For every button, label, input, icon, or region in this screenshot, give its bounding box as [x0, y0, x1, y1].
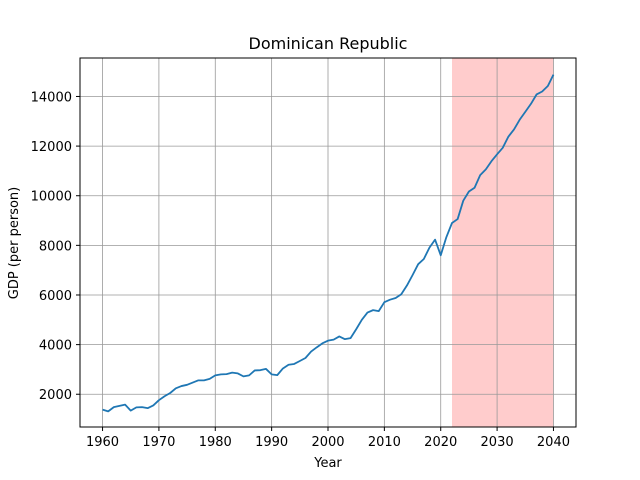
x-axis-label: Year [313, 456, 342, 471]
x-tick-label: 1960 [86, 435, 119, 450]
chart-title: Dominican Republic [249, 34, 408, 53]
x-tick-label: 1990 [255, 435, 288, 450]
x-axis-ticks: 1960 1970 1980 1990 2000 2010 2020 2030 2040 [86, 427, 570, 450]
y-tick-label: 6000 [39, 289, 72, 304]
y-tick-label: 14000 [31, 90, 72, 105]
x-tick-label: 2000 [311, 435, 344, 450]
x-tick-label: 1980 [199, 435, 232, 450]
y-tick-label: 8000 [39, 239, 72, 254]
grid [80, 58, 576, 427]
y-axis-ticks: 2000 4000 6000 8000 10000 12000 14000 [31, 90, 80, 403]
x-tick-label: 1970 [142, 435, 175, 450]
y-tick-label: 4000 [39, 339, 72, 354]
y-axis-label: GDP (per person) [7, 187, 22, 300]
x-tick-label: 2040 [537, 435, 570, 450]
y-tick-label: 2000 [39, 388, 72, 403]
forecast-band [452, 58, 554, 427]
x-tick-label: 2020 [424, 435, 457, 450]
y-tick-label: 12000 [31, 140, 72, 155]
series-line-gdp [102, 74, 555, 413]
x-tick-label: 2030 [481, 435, 514, 450]
x-tick-label: 2010 [368, 435, 401, 450]
y-tick-label: 10000 [31, 190, 72, 205]
